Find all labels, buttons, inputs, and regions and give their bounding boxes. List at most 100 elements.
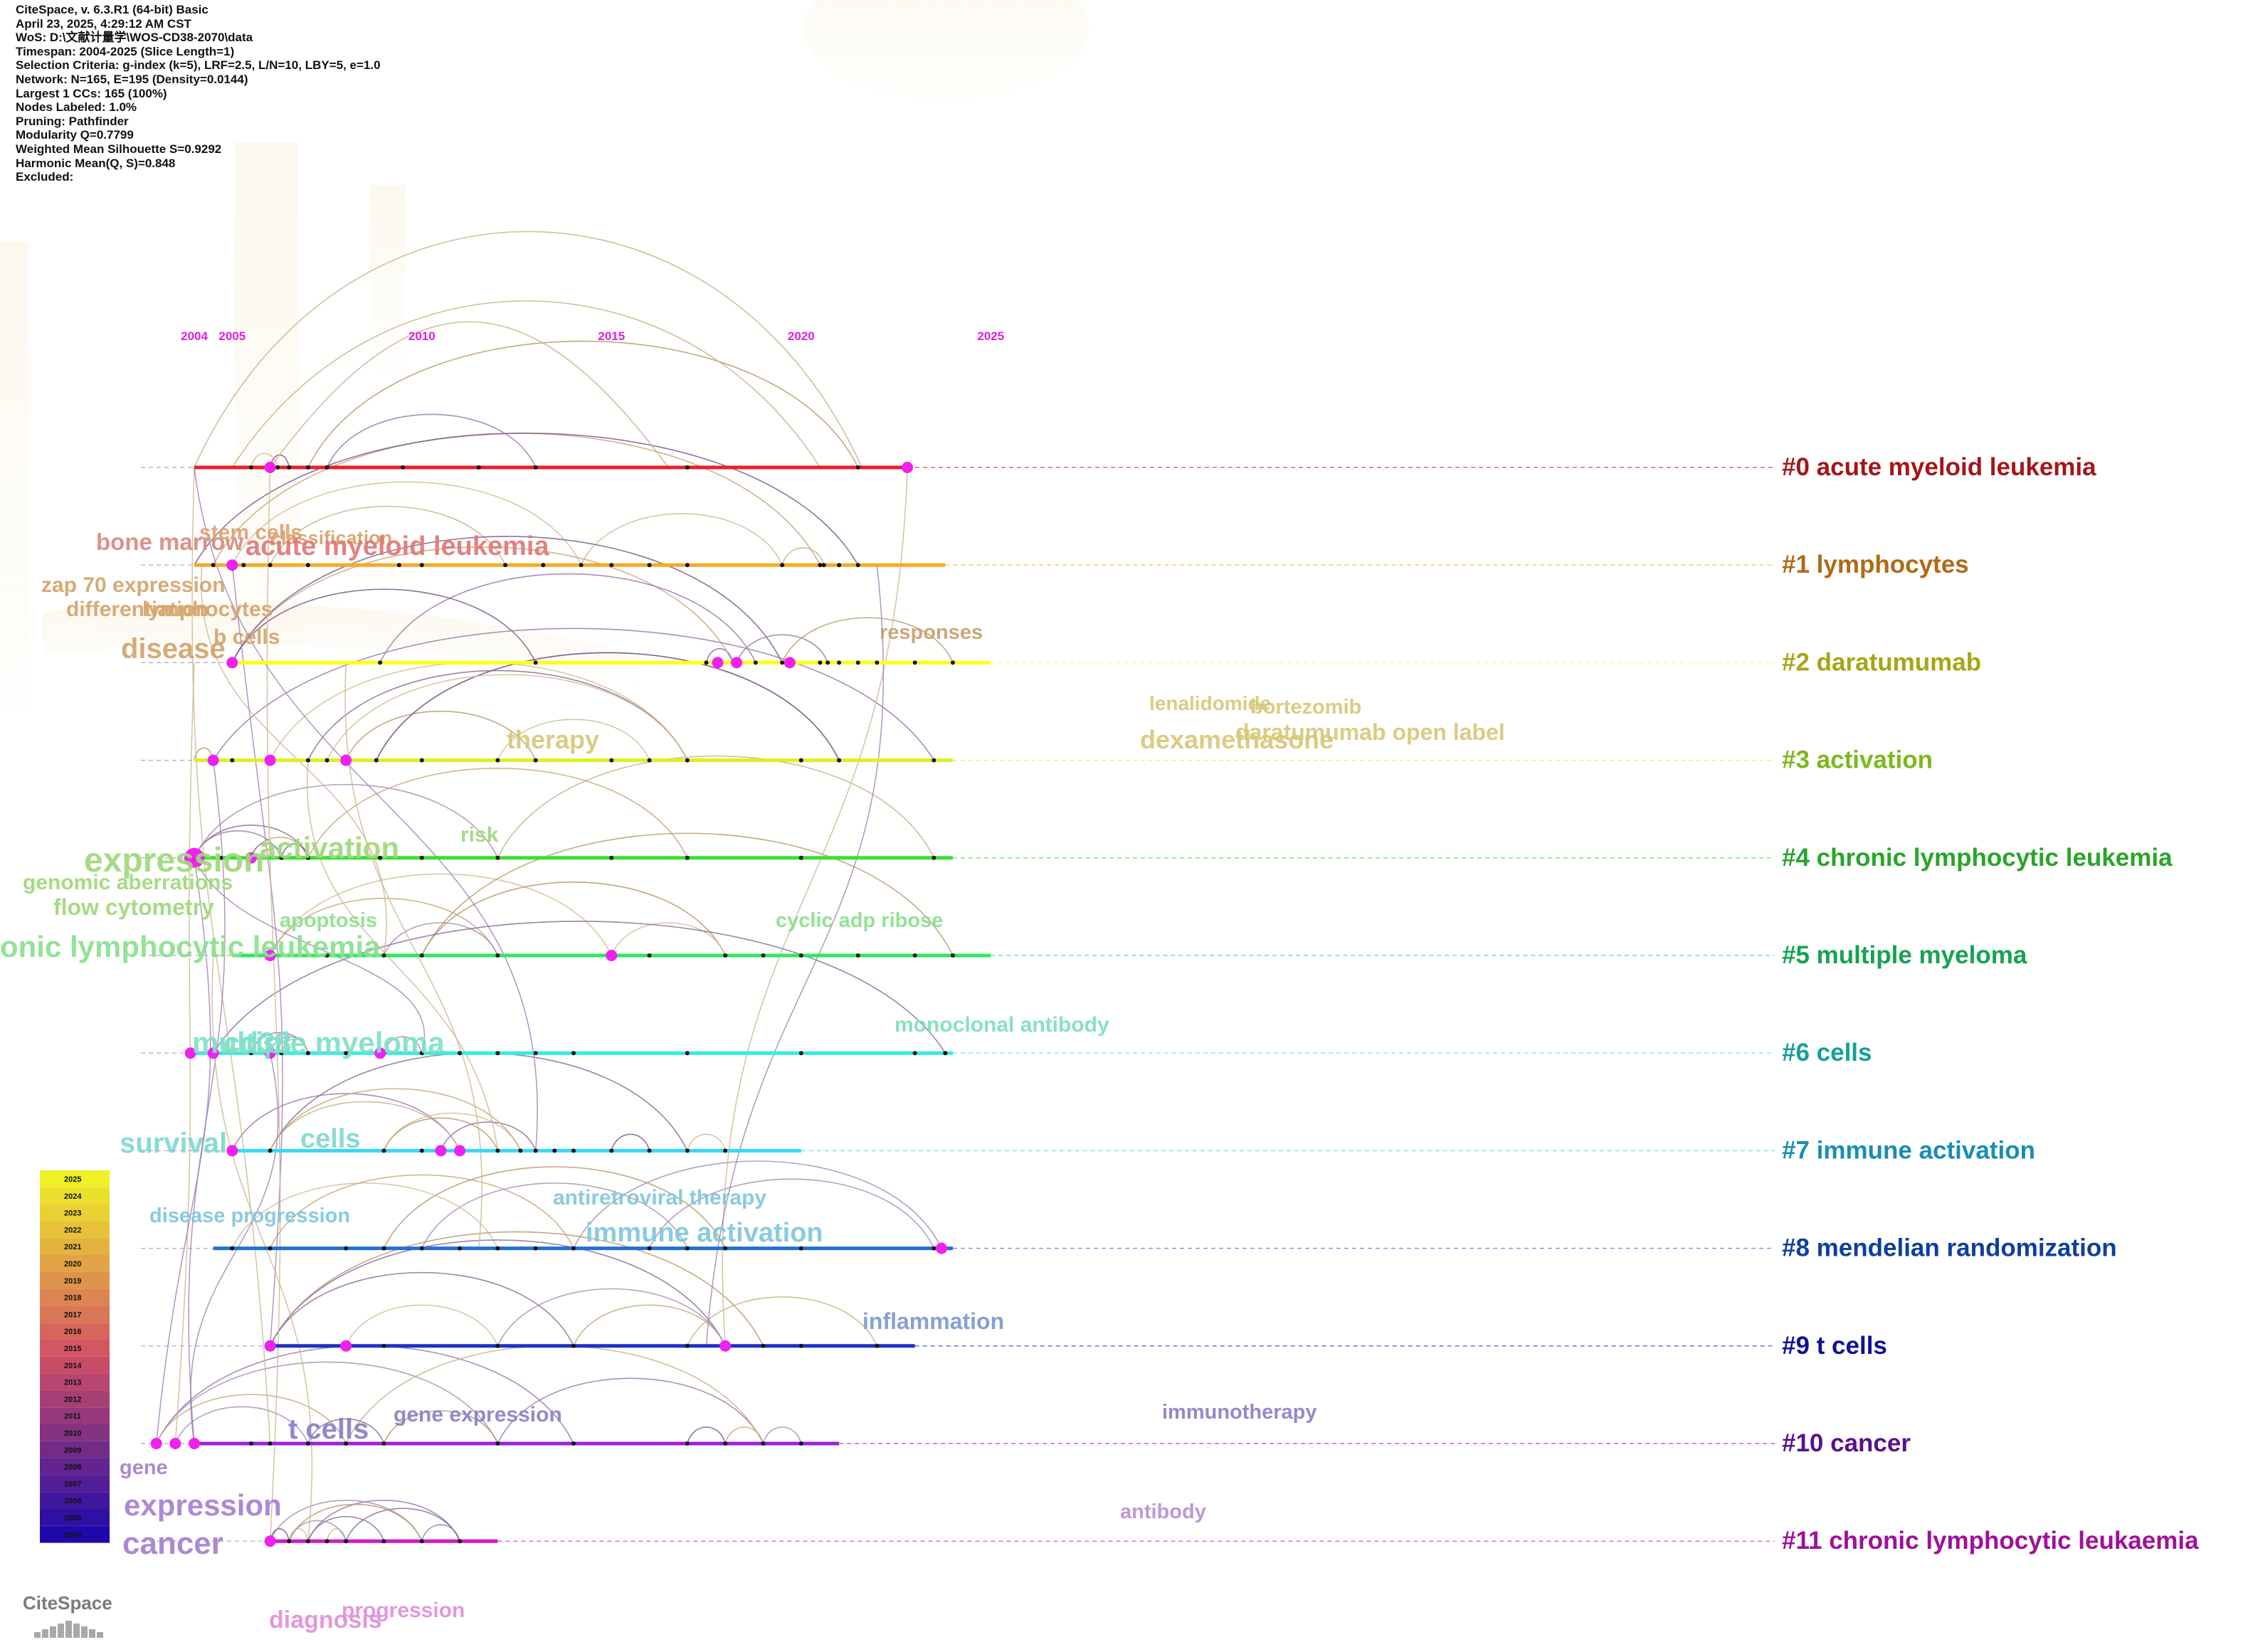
keyword-node (798, 1441, 803, 1446)
keyword-node (381, 1246, 386, 1251)
keyword-node (855, 465, 860, 470)
keyword-label: risk (460, 823, 499, 847)
arc (781, 547, 825, 566)
arc (231, 536, 783, 663)
arc (250, 452, 279, 468)
keyword-label: bone marrow (96, 529, 244, 555)
arc (421, 881, 726, 956)
year-tick-label: 2005 (218, 329, 246, 343)
keyword-node (761, 1343, 766, 1348)
keyword-label: t cells (288, 1414, 369, 1445)
legend-year: 2008 (64, 1463, 81, 1472)
keyword-node (344, 1051, 349, 1056)
arc (269, 873, 613, 956)
legend-year: 2016 (64, 1328, 81, 1336)
summary-line: Network: N=165, E=195 (Density=0.0144) (16, 72, 248, 86)
keyword-label: gene expression (394, 1403, 562, 1426)
keyword-node (248, 465, 253, 470)
keyword-node (951, 953, 955, 958)
hub-node (902, 462, 914, 473)
arc (376, 652, 840, 761)
hub-node (264, 1047, 276, 1059)
keyword-node (780, 563, 785, 568)
cluster-lane: #6 cells (141, 1039, 1872, 1066)
arc (155, 1394, 347, 1444)
year-tick-label: 2010 (408, 329, 436, 343)
legend-swatch (40, 1509, 110, 1526)
legend-year: 2021 (64, 1243, 81, 1251)
cluster-lane: #4 chronic lymphocytic leukemia (141, 844, 2173, 872)
legend-year: 2017 (64, 1311, 81, 1319)
legend-swatch (40, 1340, 110, 1357)
keyword-node (419, 563, 424, 568)
keyword-label: lymphocytes (142, 598, 273, 621)
keyword-node (305, 563, 310, 568)
legend-year: 2006 (64, 1497, 81, 1505)
keyword-node (495, 1343, 500, 1348)
legend-year: 2024 (64, 1192, 82, 1201)
legend-swatch (40, 1373, 110, 1391)
arc (383, 1410, 499, 1444)
keyword-node (685, 855, 690, 860)
keyword-node (798, 953, 803, 958)
keyword-node (571, 1148, 576, 1153)
keyword-node (419, 1051, 424, 1056)
keyword-node (647, 1148, 652, 1153)
hub-node (264, 950, 276, 961)
summary-line: Harmonic Mean(Q, S)=0.848 (16, 156, 176, 170)
cross-arc (155, 857, 211, 1444)
keyword-node (476, 465, 481, 470)
legend-swatch (40, 1525, 110, 1543)
keyword-node (458, 1051, 463, 1056)
keyword-node (609, 1148, 614, 1153)
legend-year: 2014 (64, 1362, 82, 1370)
arc (687, 1296, 878, 1347)
keyword-node (609, 563, 614, 568)
keyword-node (912, 953, 917, 958)
arc (379, 573, 756, 663)
legend-year: 2011 (64, 1412, 81, 1421)
hub-node (184, 847, 204, 868)
legend-year: 2013 (64, 1379, 81, 1387)
arc (269, 1088, 522, 1151)
arc (497, 1377, 764, 1444)
keyword-node (704, 660, 709, 665)
keyword-node (230, 758, 235, 763)
year-color-legend: 2025 2024 2023 2022 2021 2020 2019 2018 2017 2016… (40, 1170, 110, 1543)
keyword-node (798, 1051, 803, 1056)
keyword-node (381, 1343, 386, 1348)
keyword-label: responses (880, 621, 983, 644)
keyword-node (723, 1148, 728, 1153)
hub-node (435, 1145, 447, 1157)
arc (174, 1406, 309, 1444)
hub-node (226, 657, 238, 669)
keyword-node (419, 758, 424, 763)
keyword-label: immunotherapy (1162, 1401, 1317, 1424)
cluster-lane: #11 chronic lymphocytic leukaemia (141, 1527, 2199, 1555)
keyword-node (495, 1051, 500, 1056)
hub-node (169, 1438, 181, 1449)
keyword-node (305, 1051, 310, 1056)
keyword-node (541, 563, 546, 568)
keyword-node (875, 660, 880, 665)
legend-swatch (40, 1458, 110, 1476)
arc (231, 546, 734, 663)
legend-swatch (40, 1255, 110, 1272)
cluster-label: #11 chronic lymphocytic leukaemia (1782, 1527, 2199, 1555)
keyword-node (685, 1441, 690, 1446)
keyword-node (579, 563, 584, 568)
keyword-label: lenalidomide (1149, 692, 1271, 714)
cluster-label: #9 t cells (1782, 1332, 1887, 1360)
summary-line: Timespan: 2004-2025 (Slice Length=1) (16, 44, 235, 58)
keyword-node (305, 1539, 310, 1544)
cluster-lane: #5 multiple myeloma (141, 941, 2027, 969)
hub-node (226, 559, 238, 571)
arc (648, 1178, 935, 1249)
keyword-label: gene (120, 1456, 168, 1479)
arc (269, 1239, 726, 1347)
keyword-node (268, 1148, 273, 1153)
keyword-node (647, 953, 652, 958)
arc (611, 922, 726, 956)
arc (288, 1503, 423, 1542)
keyword-node (837, 563, 842, 568)
